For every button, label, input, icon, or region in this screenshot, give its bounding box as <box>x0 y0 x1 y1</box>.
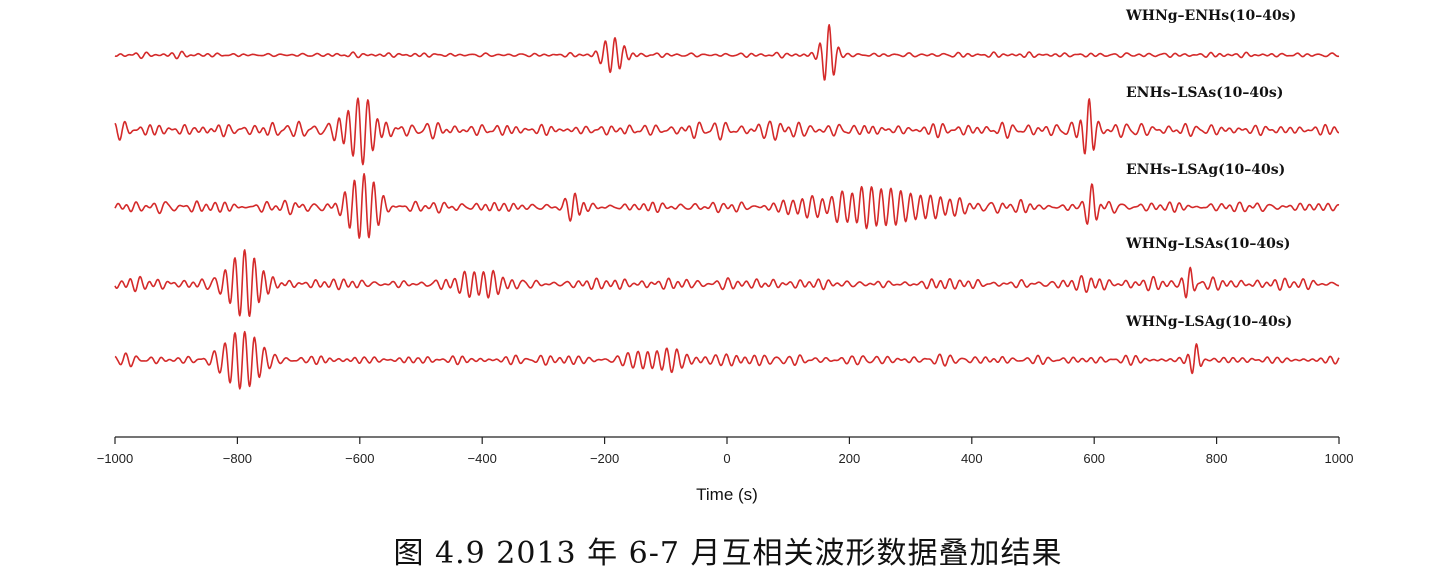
trace-label-2: ENHs–LSAs(10–40s) <box>1126 85 1283 101</box>
figure-caption: 图 4.9 2013 年 6-7 月互相关波形数据叠加结果 <box>393 536 1063 571</box>
x-tick-label: 600 <box>1083 451 1105 466</box>
x-axis-ticks: −1000 −800 −600 −400 −200 0 200 400 600 800 1000 <box>97 437 1354 466</box>
x-tick-label: 0 <box>723 451 730 466</box>
trace-line-5 <box>114 330 1340 390</box>
trace-label-4: WHNg–LSAs(10–40s) <box>1125 236 1290 252</box>
trace-line-2 <box>114 97 1340 166</box>
x-tick-label: −600 <box>345 451 374 466</box>
trace-line-1 <box>114 24 1340 81</box>
x-tick-label: −800 <box>223 451 252 466</box>
x-tick-label: −200 <box>590 451 619 466</box>
trace-label-3: ENHs–LSAg(10–40s) <box>1126 162 1285 178</box>
x-tick-label: 200 <box>839 451 861 466</box>
x-tick-label: −400 <box>468 451 497 466</box>
trace-line-3 <box>114 173 1340 239</box>
traces-group <box>114 24 1340 390</box>
x-axis: −1000 −800 −600 −400 −200 0 200 400 600 800 1000 T… <box>97 436 1354 504</box>
trace-label-5: WHNg–LSAg(10–40s) <box>1125 314 1292 330</box>
trace-line-4 <box>114 249 1340 317</box>
x-tick-label: 400 <box>961 451 983 466</box>
trace-label-1: WHNg–ENHs(10–40s) <box>1125 8 1296 24</box>
x-tick-label: −1000 <box>97 451 134 466</box>
trace-labels-group: WHNg–ENHs(10–40s) ENHs–LSAs(10–40s) ENHs–L… <box>1125 8 1296 330</box>
x-tick-label: 1000 <box>1325 451 1354 466</box>
x-tick-label: 800 <box>1206 451 1228 466</box>
x-axis-title: Time (s) <box>696 485 758 504</box>
